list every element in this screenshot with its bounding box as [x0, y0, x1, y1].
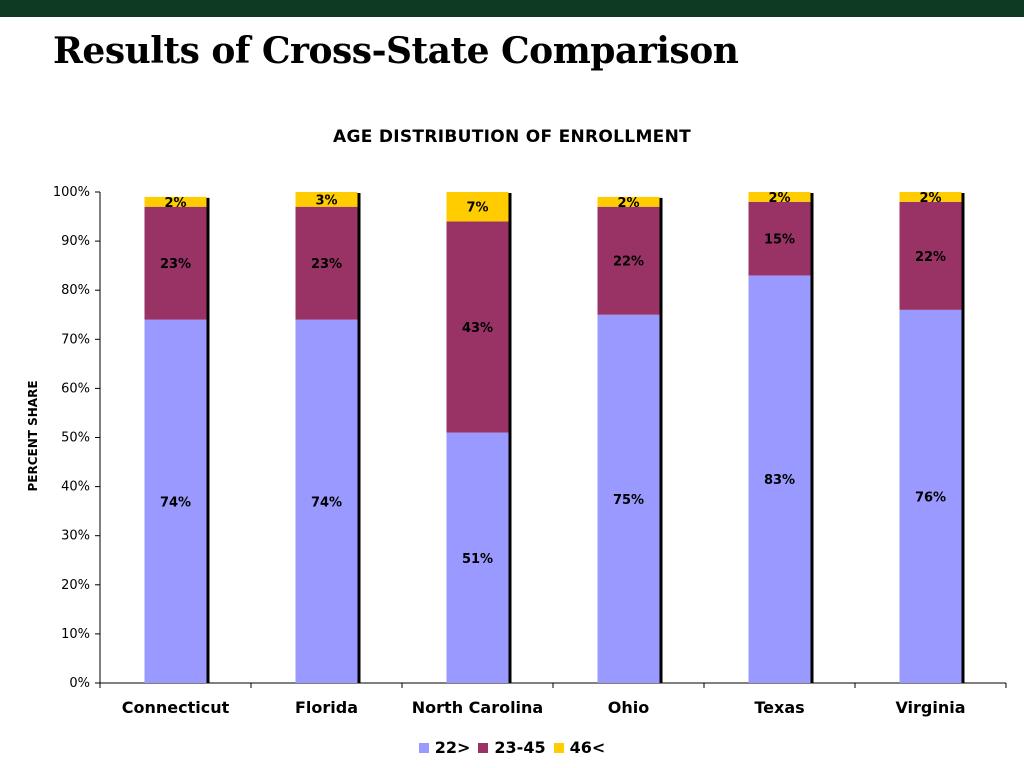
bar-segment — [597, 196, 660, 207]
bar-segment — [446, 192, 509, 222]
legend-item: 46< — [553, 738, 606, 757]
bar-segment — [144, 196, 207, 207]
bar-segment — [748, 201, 811, 276]
y-tick-label: 30% — [61, 529, 90, 544]
y-tick-label: 50% — [61, 431, 90, 446]
y-tick-label: 80% — [61, 283, 90, 298]
y-tick-label: 0% — [69, 676, 90, 691]
bar-segment — [144, 319, 207, 683]
bar-segment — [597, 206, 660, 315]
bar-segment — [295, 206, 358, 320]
bar-segment — [446, 221, 509, 433]
y-tick-label: 60% — [61, 381, 90, 396]
bar-segment — [144, 206, 207, 320]
bar-segment — [899, 309, 962, 683]
bar-segment — [899, 201, 962, 310]
x-tick-label: Connecticut — [122, 698, 230, 717]
bar-segment — [899, 192, 962, 202]
data-label: 3% — [315, 193, 337, 208]
data-label: 23% — [160, 257, 191, 272]
x-tick-label: North Carolina — [412, 698, 543, 717]
legend-swatch-46 — [553, 742, 564, 753]
y-tick-label: 90% — [61, 234, 90, 249]
bar-segment — [748, 275, 811, 683]
data-label: 76% — [915, 490, 946, 505]
data-label: 74% — [311, 495, 342, 510]
bar-segment — [295, 319, 358, 683]
x-tick-label: Ohio — [608, 698, 649, 717]
slide-title: Results of Cross-State Comparison — [53, 30, 739, 72]
data-label: 23% — [311, 257, 342, 272]
data-label: 74% — [160, 495, 191, 510]
data-label: 2% — [164, 196, 186, 211]
legend-item: 23-45 — [478, 738, 546, 757]
legend-swatch-23-45 — [478, 742, 489, 753]
x-tick-label: Texas — [754, 698, 804, 717]
bar-segment — [295, 192, 358, 207]
data-label: 7% — [466, 201, 488, 216]
data-label: 2% — [617, 196, 639, 211]
y-tick-label: 70% — [61, 332, 90, 347]
data-label: 22% — [613, 255, 644, 270]
y-tick-label: 20% — [61, 578, 90, 593]
bar-segment — [748, 192, 811, 202]
bar-segment — [446, 432, 509, 683]
legend-label: 46< — [569, 738, 606, 757]
legend-item: 22> — [418, 738, 471, 757]
legend-swatch-22 — [418, 742, 429, 753]
data-label: 43% — [462, 321, 493, 336]
x-tick-label: Virginia — [895, 698, 965, 717]
y-tick-label: 10% — [61, 627, 90, 642]
top-bar — [0, 0, 1024, 17]
data-label: 2% — [919, 191, 941, 206]
chart-title: AGE DISTRIBUTION OF ENROLLMENT — [333, 127, 691, 147]
y-tick-label: 100% — [53, 185, 90, 200]
x-tick-label: Florida — [295, 698, 358, 717]
data-label: 51% — [462, 552, 493, 567]
data-label: 83% — [764, 473, 795, 488]
data-label: 15% — [764, 233, 795, 248]
legend-label: 22> — [434, 738, 471, 757]
data-label: 75% — [613, 493, 644, 508]
y-tick-label: 40% — [61, 480, 90, 495]
data-label: 2% — [768, 191, 790, 206]
bar-segment — [597, 314, 660, 683]
data-label: 22% — [915, 250, 946, 265]
legend-label: 23-45 — [494, 738, 546, 757]
legend: 22> 23-45 46< — [0, 738, 1024, 757]
